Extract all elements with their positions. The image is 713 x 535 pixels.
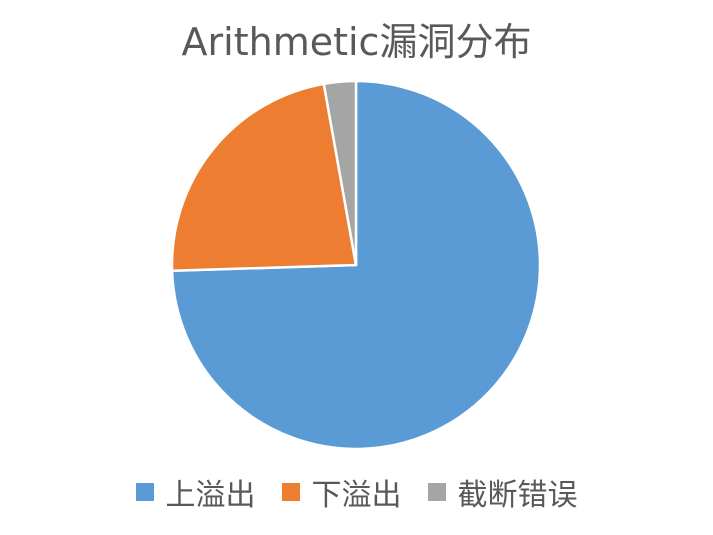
legend-item-truncation[interactable]: 截断错误	[427, 470, 578, 514]
legend-label-overflow: 上溢出	[165, 478, 256, 513]
legend-swatch-overflow	[135, 483, 154, 501]
legend-item-overflow[interactable]: 上溢出	[135, 470, 256, 514]
pie-slice-underflow[interactable]	[170, 82, 358, 273]
legend: 上溢出 下溢出 截断错误	[0, 470, 713, 514]
legend-swatch-truncation	[427, 483, 446, 501]
legend-label-truncation: 截断错误	[457, 478, 578, 513]
legend-label-underflow: 下溢出	[311, 478, 402, 513]
pie-slice-truncation[interactable]	[322, 79, 358, 267]
chart-title: Arithmetic漏洞分布	[181, 20, 532, 64]
legend-item-underflow[interactable]: 下溢出	[281, 470, 402, 514]
legend-swatch-underflow	[281, 483, 300, 501]
